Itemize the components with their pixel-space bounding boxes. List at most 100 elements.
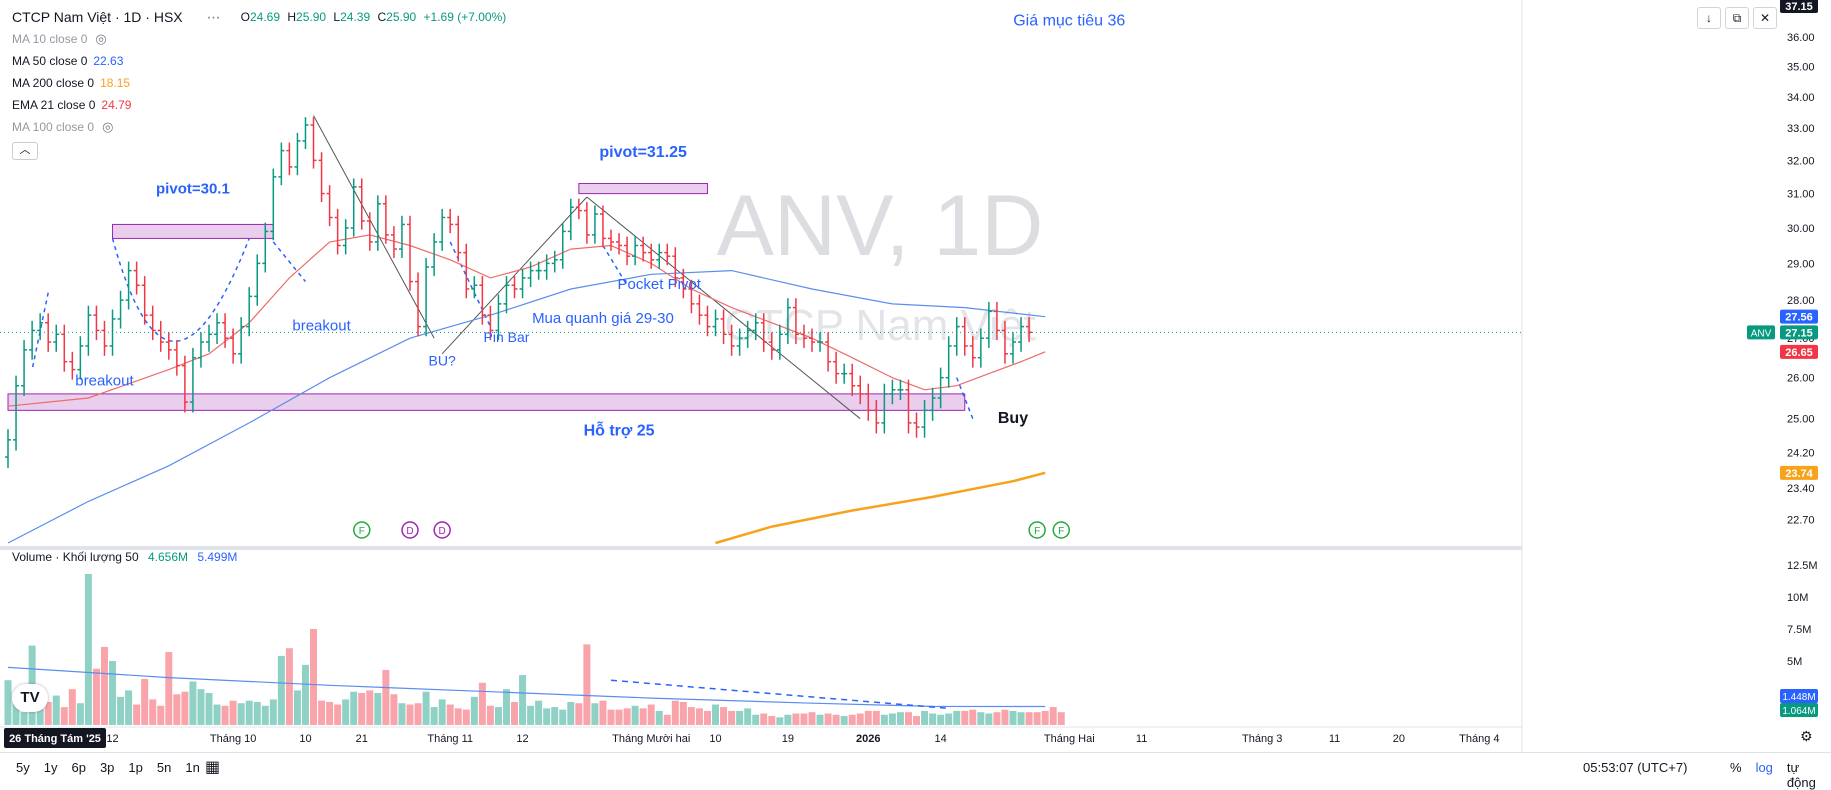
volume-label[interactable]: Volume · Khối lượng 50 [12,550,139,564]
volume-bar [921,710,929,725]
symbol-badge [1747,325,1775,340]
volume-tick-label: 10M [1787,592,1808,604]
volume-bar [157,705,165,725]
chart-annotation: Giá mục tiêu 36 [1013,13,1125,30]
arrow-down-icon[interactable]: ↓ [1697,7,1721,29]
volume-bar [100,646,108,725]
volume-bar [68,689,76,725]
eye-hidden-icon[interactable]: ◎ [95,31,107,46]
volume-bar [824,713,832,725]
cup-curve [111,238,250,342]
x-tick-label: 2026 [856,733,880,745]
volume-bar [205,693,213,725]
pane-buttons: ↓ ⧉ ✕ [1697,7,1777,29]
chart-annotation: Mua quanh giá 29-30 [532,310,674,327]
collapse-legend-button[interactable]: ︿ [12,142,38,160]
volume-bar [342,699,350,725]
volume-bar [430,707,438,725]
volume-bar [221,705,229,725]
volume-bar [326,701,334,725]
chart-annotation: breakout [75,373,134,390]
ohlc-high-key: H [287,10,297,24]
volume-badge-label: 1.448M [1782,692,1815,703]
indicator-row[interactable]: MA 200 close 0 18.15 [12,72,510,94]
pivot-box[interactable] [112,223,274,239]
volume-badge [1780,703,1818,717]
range-3p[interactable]: 3p [99,760,115,775]
price-badge [1780,0,1818,13]
percent-toggle[interactable]: % [1730,760,1742,775]
gear-icon[interactable]: ⚙ [1800,728,1813,744]
range-5y[interactable]: 5y [16,760,30,775]
volume-bar [76,703,84,725]
volume-bar [462,709,470,725]
range-5n[interactable]: 5n [156,760,172,775]
support-zone[interactable] [7,393,966,411]
indicator-row[interactable]: MA 100 close 0 ◎ [12,116,510,138]
indicator-row[interactable]: MA 50 close 0 22.63 [12,50,510,72]
x-tick-label: 21 [356,733,368,745]
volume-bar [591,703,599,725]
volume-bar [414,703,422,725]
eye-hidden-icon[interactable]: ◎ [102,119,114,134]
volume-bar [1001,709,1009,725]
volume-bar [454,708,462,725]
trend-line[interactable] [586,196,861,420]
calendar-icon[interactable]: ▦ [205,759,221,776]
trend-line[interactable] [313,115,435,339]
event-marker-label: F [1058,526,1064,537]
volume-trend-line[interactable] [610,679,949,710]
volume-bar [511,701,519,725]
price-badge [1780,344,1818,359]
watermark-ticker: ANV, 1D [717,178,1044,274]
dots-menu-icon[interactable]: ⋯ [206,9,221,25]
range-1n[interactable]: 1n [185,760,200,775]
clock[interactable]: 05:53:07 (UTC+7) [1583,760,1688,775]
log-toggle[interactable]: log [1755,760,1773,775]
volume-bar [117,696,125,725]
y-tick-label: 22.70 [1787,515,1815,527]
volume-bar [406,704,414,725]
restore-icon[interactable]: ⧉ [1725,7,1749,29]
x-tick-label: Tháng Hai [1044,733,1095,745]
volume-bar [784,714,792,725]
range-6p[interactable]: 6p [71,760,86,775]
event-marker[interactable] [401,521,419,539]
pivot-box[interactable] [578,183,708,195]
volume-bar [969,709,977,725]
volume-bar [623,708,631,725]
event-marker[interactable] [433,521,451,539]
x-tick-label: 19 [782,733,794,745]
volume-bar [125,690,133,725]
auto-toggle[interactable]: tự động [1786,760,1816,790]
event-marker[interactable] [1052,521,1070,539]
volume-bar [285,648,293,725]
tradingview-logo[interactable]: TV [12,684,48,712]
close-icon[interactable]: ✕ [1753,7,1777,29]
volume-bar [366,690,374,725]
volume-bar [237,703,245,725]
symbol-title[interactable]: CTCP Nam Việt · 1D · HSX [12,9,183,25]
range-1y[interactable]: 1y [43,760,58,775]
event-marker[interactable] [1028,521,1046,539]
indicator-row[interactable]: EMA 21 close 0 24.79 [12,94,510,116]
volume-bar [848,714,856,725]
event-marker[interactable] [353,521,371,539]
volume-bar [792,713,800,725]
volume-bar [703,710,711,725]
volume-bar [527,705,535,725]
volume-bar [350,691,358,725]
indicator-row[interactable]: MA 10 close 0 ◎ [12,28,510,50]
chart-annotation: Pin Bar [484,329,530,345]
volume-bar [864,710,872,725]
volume-bar [760,713,768,725]
price-badge-label: 26.65 [1785,347,1813,359]
chart-annotation: pivot=31.25 [599,144,687,161]
volume-bar [478,682,486,725]
volume-bar [551,707,559,725]
volume-bar [929,713,937,725]
bottom-toolbar: 5y 1y 6p 3p 1p 5n 1n ▦ 05:53:07 (UTC+7) % log … [0,752,1831,790]
range-1p[interactable]: 1p [128,760,143,775]
volume-bar [832,714,840,725]
